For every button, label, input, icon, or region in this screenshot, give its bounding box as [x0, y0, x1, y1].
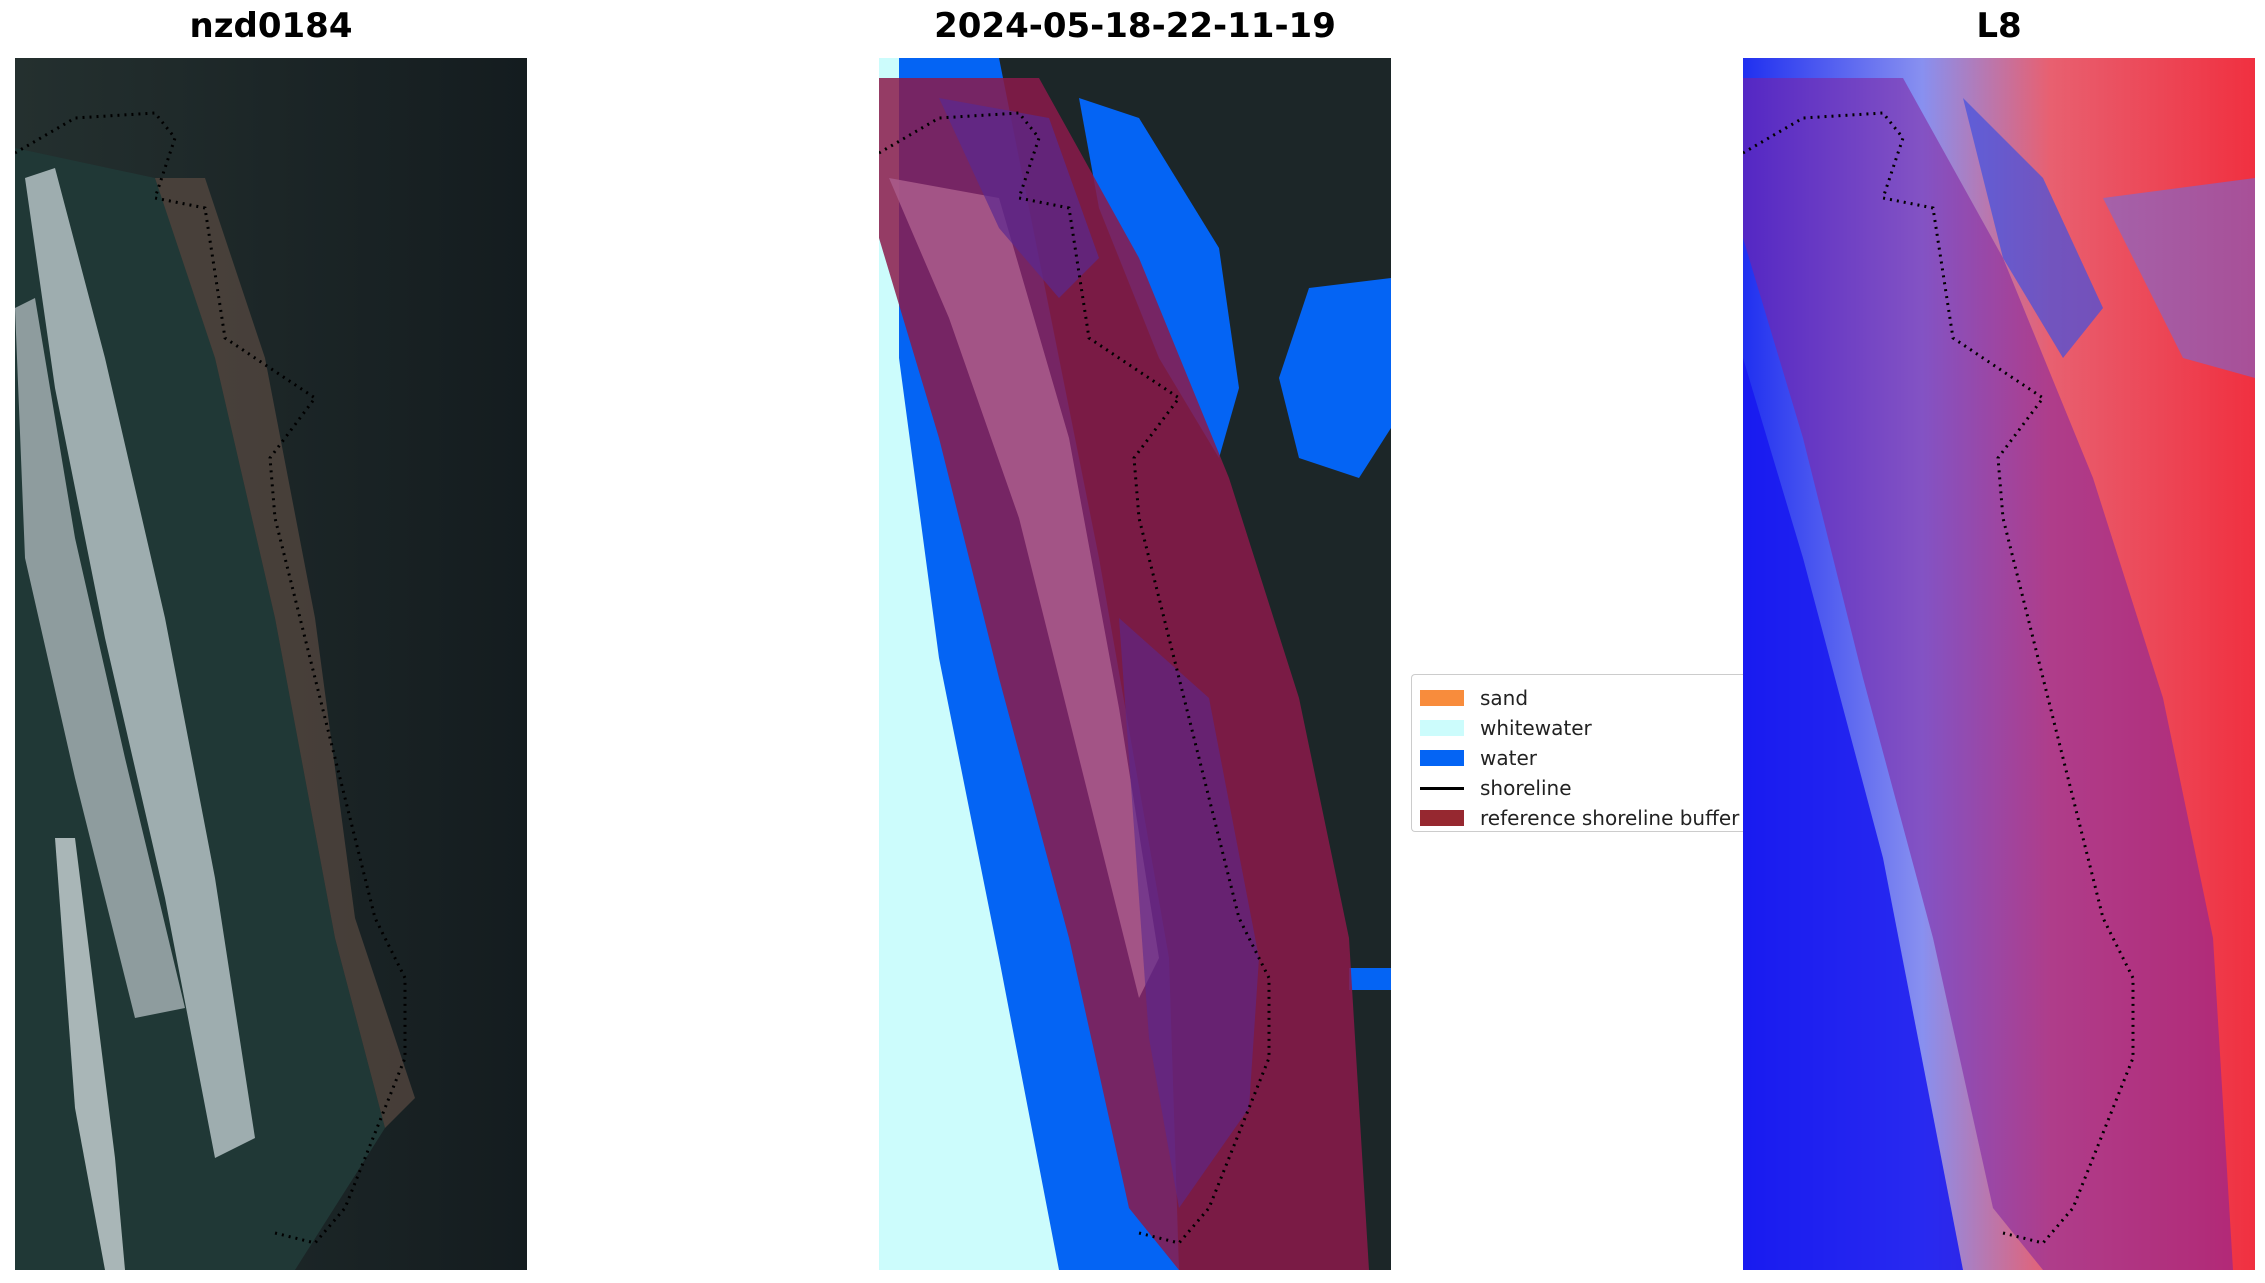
legend-label-whitewater: whitewater — [1480, 716, 1592, 740]
panel-title-classification: 2024-05-18-22-11-19 — [934, 6, 1336, 46]
index-water-low — [1743, 358, 1963, 1270]
legend-swatch-sand — [1420, 690, 1464, 706]
shoreline-trace — [15, 111, 407, 1245]
legend-item-water: water — [1420, 745, 1537, 771]
rgb-satellite-image — [15, 58, 527, 1270]
index-water-north — [1963, 98, 2103, 358]
classification-image — [879, 58, 1391, 1270]
index-panel — [1743, 58, 2255, 1270]
water-patch — [1349, 968, 1391, 990]
legend-swatch-water — [1420, 750, 1464, 766]
surf-band-inner — [25, 168, 255, 1158]
legend-swatch-whitewater — [1420, 720, 1464, 736]
surf-band-outer — [15, 298, 185, 1018]
legend-label-buffer: reference shoreline buffer — [1480, 806, 1740, 830]
legend-item-buffer: reference shoreline buffer — [1420, 805, 1739, 831]
index-image — [1743, 58, 2255, 1270]
panel-title-index: L8 — [1976, 6, 2022, 46]
legend-swatch-shoreline — [1420, 786, 1464, 790]
buffer-overlap-north — [939, 98, 1099, 298]
reference-shoreline-buffer — [1743, 78, 2233, 1270]
legend: sand whitewater water shoreline referenc… — [1411, 674, 1743, 832]
rgb-image-panel — [15, 58, 527, 1270]
surf-band-lower — [55, 838, 125, 1270]
classification-panel — [879, 58, 1391, 1270]
sand-in-buffer — [889, 178, 1159, 998]
legend-item-sand: sand — [1420, 685, 1528, 711]
legend-item-shoreline: shoreline — [1420, 775, 1572, 801]
water-inlet — [1279, 278, 1391, 478]
shoreline-trace — [1743, 111, 2135, 1245]
shoreline-trace — [879, 111, 1271, 1245]
legend-swatch-buffer — [1420, 810, 1464, 826]
legend-item-whitewater: whitewater — [1420, 715, 1592, 741]
buffer-overlap-south — [1119, 618, 1259, 1208]
panel-title-rgb: nzd0184 — [189, 6, 353, 46]
beach-strip — [155, 178, 415, 1128]
index-water-east — [2103, 178, 2255, 378]
water-zone-north — [1079, 98, 1239, 458]
legend-label-sand: sand — [1480, 686, 1529, 710]
legend-label-water: water — [1480, 746, 1537, 770]
legend-label-shoreline: shoreline — [1480, 776, 1572, 800]
